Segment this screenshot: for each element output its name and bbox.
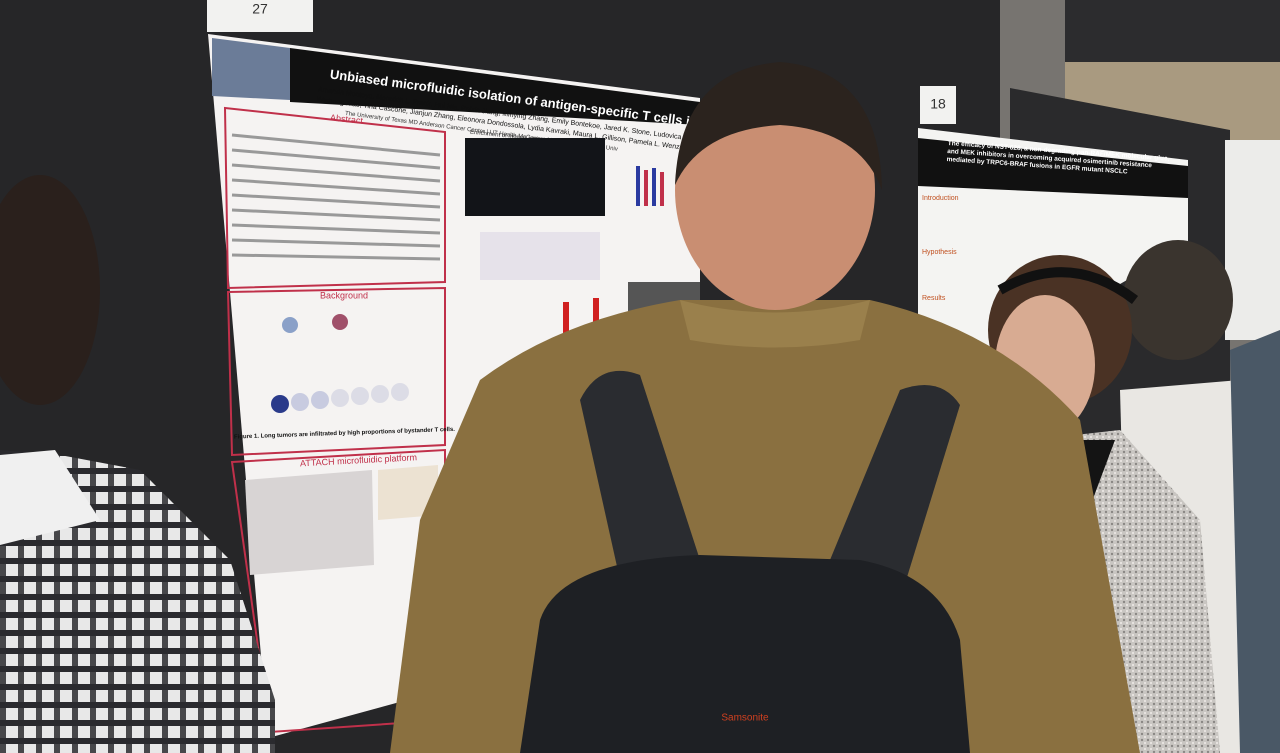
figure-bar [644, 170, 648, 206]
figure-dot [291, 393, 309, 411]
figure-bar [593, 298, 599, 336]
figure-dot [391, 383, 409, 401]
far-poster [1225, 140, 1280, 340]
headband [997, 267, 1139, 304]
person-hair [0, 175, 100, 405]
figure-bar [563, 302, 569, 338]
abstract-text [231, 133, 441, 261]
right-poster-header [918, 138, 1188, 198]
text-line [231, 223, 441, 235]
backpack-strap [830, 385, 960, 600]
text-line [231, 208, 441, 222]
text-line [231, 163, 441, 183]
chip-diagram [245, 470, 374, 575]
poster-header [290, 48, 700, 125]
figure-dot [331, 389, 349, 407]
collar [0, 450, 100, 545]
figure-dot [371, 385, 389, 403]
text-line [231, 238, 441, 248]
board-tag [920, 86, 956, 124]
section-heading: Hypothesis [922, 249, 957, 256]
person-head [1123, 240, 1233, 360]
board-tag [207, 0, 313, 32]
board-number: 27 [252, 1, 268, 17]
figure-bar [660, 172, 664, 206]
section-heading: Results [922, 295, 946, 302]
poster-section-box [226, 286, 446, 457]
poster-logo-image [212, 38, 290, 100]
figure-bar [636, 166, 640, 206]
text-line [231, 133, 441, 157]
figure-dots [271, 314, 409, 413]
text-line [231, 253, 441, 261]
chip-diagram [378, 465, 438, 520]
man-hair [675, 62, 882, 190]
backpack-brand: Samsonite [721, 713, 769, 724]
section-heading: Background [320, 290, 368, 300]
ceiling-dark [1065, 0, 1280, 62]
flow-plot [480, 232, 600, 280]
microscopy-panel [465, 138, 605, 216]
backpack-strap [580, 370, 700, 580]
figure-dot [311, 391, 329, 409]
figure-dot [332, 314, 348, 330]
poster-section-box [223, 106, 446, 290]
figure-dot [282, 317, 298, 333]
figure-dot [271, 395, 289, 413]
collar [680, 300, 870, 348]
backpack [520, 555, 970, 753]
figure-bar [652, 168, 656, 206]
figure-dot [351, 387, 369, 405]
far-person [1230, 330, 1280, 753]
text-line [231, 193, 441, 209]
text-line [231, 148, 441, 170]
section-heading: Introduction [922, 195, 959, 202]
section-heading: Abstract [330, 112, 364, 125]
text-line [231, 178, 441, 196]
board-number: 18 [930, 96, 946, 112]
